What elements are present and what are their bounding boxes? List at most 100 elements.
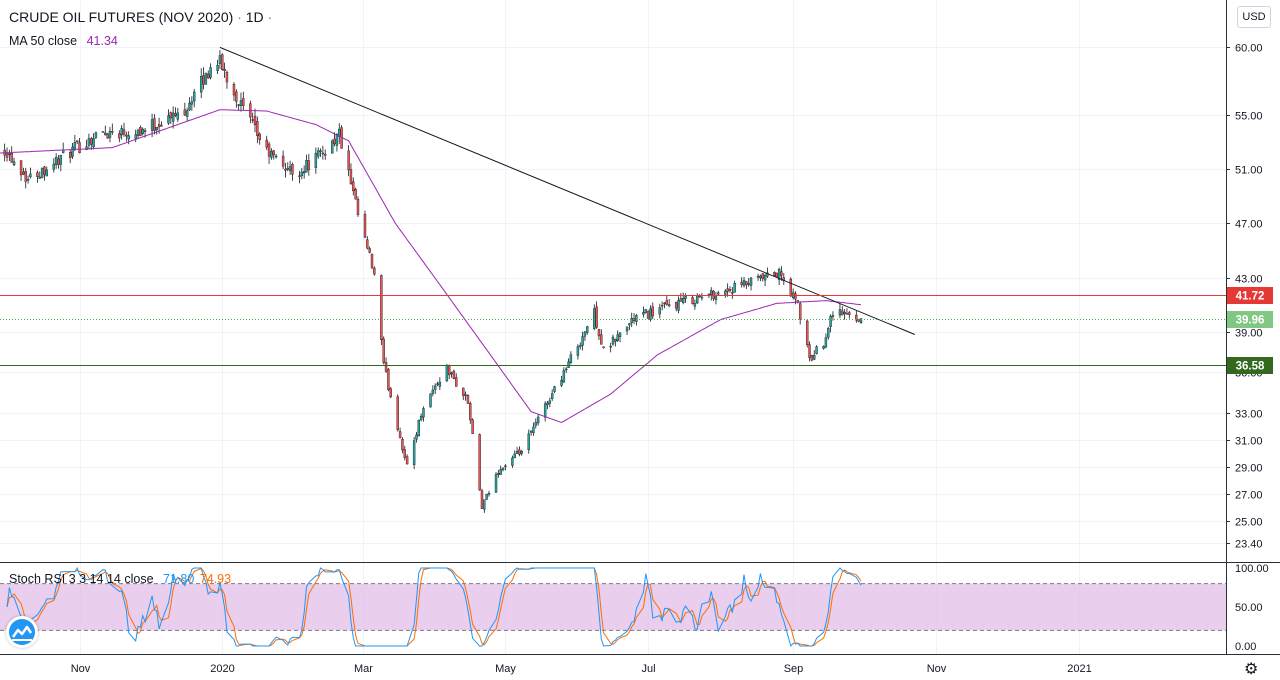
candle-body	[595, 306, 598, 328]
candle-body	[314, 153, 318, 168]
candle-body	[838, 309, 842, 316]
candle-body	[773, 271, 776, 276]
candle-body	[403, 449, 406, 458]
candle-body	[92, 137, 95, 148]
candle-body	[333, 138, 336, 145]
candle-body	[85, 146, 88, 150]
time-axis-label: Nov	[71, 663, 91, 675]
candle-body	[19, 160, 23, 176]
candle-body	[415, 434, 418, 440]
stoch-k-value: 71.80	[163, 572, 195, 586]
candle-body	[707, 293, 711, 296]
candle-body	[370, 253, 374, 268]
candle-body	[190, 101, 194, 105]
candle-body	[501, 467, 505, 470]
candle-body	[141, 128, 144, 135]
candle-body	[118, 133, 121, 139]
candle-body	[52, 163, 56, 170]
candle-body	[366, 239, 369, 249]
candle-body	[235, 91, 238, 102]
candle-body	[749, 277, 753, 286]
candle-body	[29, 173, 32, 178]
candle-body	[665, 300, 669, 305]
candle-body	[450, 372, 453, 375]
candle-body	[824, 337, 828, 348]
title-separator: ·	[237, 9, 242, 25]
currency-button[interactable]: USD	[1237, 6, 1271, 28]
candle-body	[396, 396, 399, 431]
candle-body	[698, 295, 701, 298]
candle-body	[761, 273, 764, 279]
candle-body	[22, 171, 25, 175]
candle-body	[150, 119, 154, 131]
tradingview-logo-icon[interactable]	[6, 616, 38, 648]
candle-body	[660, 304, 664, 307]
title-separator: ·	[267, 9, 273, 25]
last-price-tag: 39.96	[1236, 315, 1265, 327]
symbol-title[interactable]: CRUDE OIL FUTURES (NOV 2020) · 1D ·	[9, 9, 272, 25]
time-axis-label: 2020	[210, 663, 234, 675]
candle-body	[569, 354, 573, 363]
candle-body	[504, 465, 507, 468]
candle-body	[848, 312, 851, 315]
candle-body	[553, 386, 556, 392]
time-axis-label: May	[495, 663, 516, 675]
candle-body	[389, 388, 392, 398]
candle-body	[497, 473, 500, 475]
candle-body	[281, 155, 285, 167]
candle-body	[155, 127, 158, 131]
candle-body	[134, 134, 137, 139]
candle-body	[565, 368, 568, 371]
candle-body	[207, 73, 210, 79]
candle-body	[511, 457, 514, 466]
price-axis-label: 33.00	[1235, 409, 1263, 421]
candle-body	[579, 345, 582, 347]
candle-body	[775, 272, 778, 278]
gear-icon[interactable]: ⚙	[1244, 661, 1259, 678]
candle-body	[815, 346, 818, 354]
candle-body	[267, 143, 271, 157]
candle-body	[717, 292, 720, 295]
descending-trendline[interactable]	[219, 46, 916, 335]
ma-legend[interactable]: MA 50 close 41.34	[9, 34, 118, 48]
candle-body	[321, 152, 325, 155]
time-axis-label: 2021	[1067, 663, 1091, 675]
candle-body	[10, 152, 13, 163]
candle-body	[204, 72, 208, 85]
candle-body	[740, 281, 743, 285]
ma50-line[interactable]	[0, 109, 862, 424]
candle-body	[658, 307, 661, 315]
candle-body	[487, 493, 491, 495]
stoch-legend[interactable]: Stoch RSI 3 3 14 14 close 71.80 74.93	[9, 572, 231, 586]
candle-body	[614, 338, 617, 342]
candle-body	[160, 124, 163, 127]
candle-body	[40, 167, 44, 178]
candle-body	[12, 161, 16, 166]
candle-body	[696, 295, 699, 304]
candle-body	[822, 345, 825, 349]
candle-body	[520, 451, 523, 454]
candle-body	[855, 314, 858, 321]
candle-body	[794, 293, 797, 300]
candle-body	[305, 160, 308, 173]
stoch-k-line[interactable]	[6, 566, 862, 648]
candle-body	[693, 303, 697, 307]
candle-body	[843, 311, 846, 314]
candle-body	[256, 121, 259, 137]
candle-body	[805, 320, 809, 345]
candle-body	[445, 365, 449, 381]
support-price-tag-bg	[1227, 357, 1273, 374]
interval-label[interactable]: 1D	[245, 9, 264, 25]
price-axis-label: 51.00	[1235, 165, 1263, 177]
symbol-name[interactable]: CRUDE OIL FUTURES (NOV 2020)	[9, 9, 234, 25]
candle-body	[36, 172, 39, 177]
candle-body	[691, 297, 694, 304]
candle-body	[586, 326, 589, 333]
candle-body	[747, 283, 750, 285]
candle-body	[581, 336, 584, 346]
candle-body	[798, 303, 802, 320]
candle-body	[726, 288, 729, 292]
price-axis-label: 39.00	[1235, 328, 1263, 340]
candle-body	[827, 328, 830, 338]
